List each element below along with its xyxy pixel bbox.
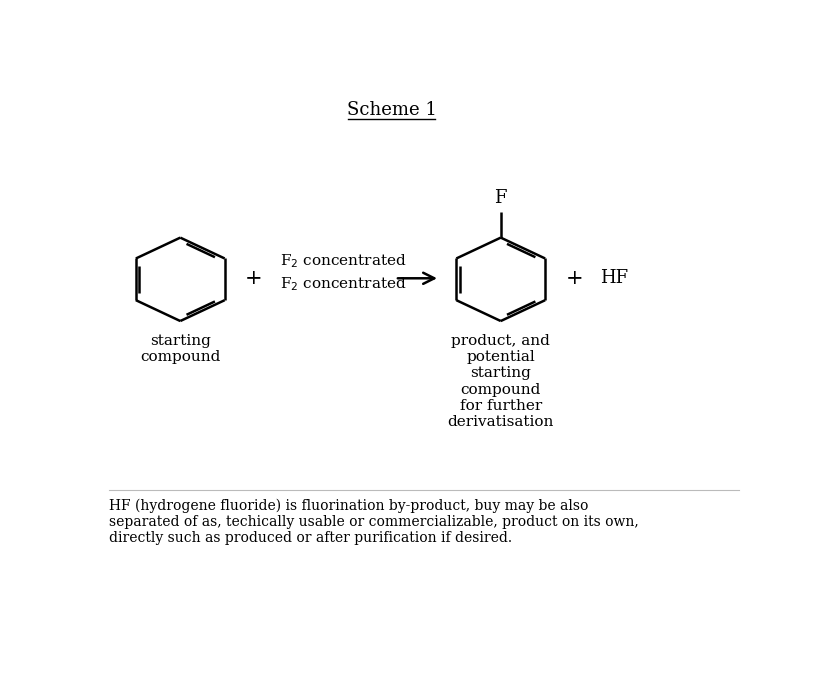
- Text: product, and
potential
starting
compound
for further
derivatisation: product, and potential starting compound…: [447, 334, 554, 429]
- Text: +: +: [245, 269, 263, 288]
- FancyArrowPatch shape: [398, 273, 434, 284]
- Text: F$_2$ concentrated: F$_2$ concentrated: [280, 276, 406, 293]
- Text: HF (hydrogene fluoride) is fluorination by-product, buy may be also
separated of: HF (hydrogene fluoride) is fluorination …: [108, 498, 638, 545]
- Text: Scheme 1: Scheme 1: [347, 101, 437, 119]
- Text: F: F: [495, 190, 507, 207]
- Text: F$_2$ concentrated: F$_2$ concentrated: [280, 253, 406, 270]
- Text: HF: HF: [600, 269, 629, 287]
- Text: starting
compound: starting compound: [140, 334, 221, 364]
- Text: +: +: [566, 269, 583, 288]
